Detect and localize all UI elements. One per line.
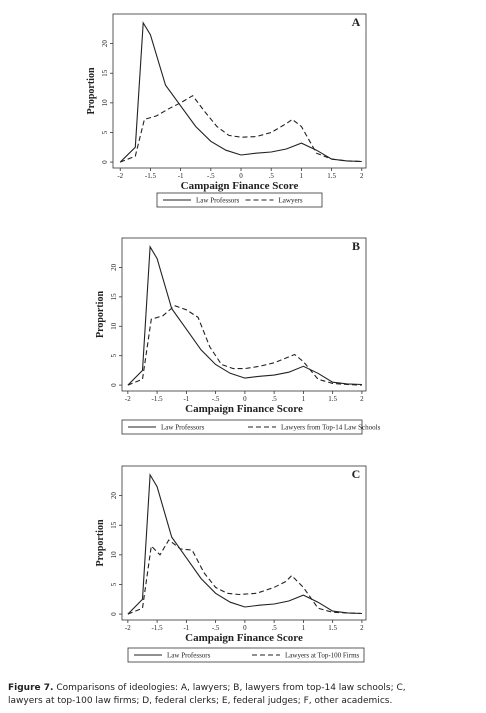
y-tick-label: 5 [110,582,118,586]
plot-frame [121,465,367,621]
y-tick-label: 10 [101,99,109,107]
x-tick-label: 2 [360,624,364,632]
y-tick-label: 20 [101,40,109,48]
x-tick-label: -.5 [207,172,215,180]
x-tick-label: .5 [272,624,278,632]
y-tick-label: 15 [110,521,118,529]
x-tick-label: 2 [360,395,364,403]
x-axis-label: Campaign Finance Score [185,403,303,415]
legend-label: Lawyers [279,197,303,205]
x-tick-label: -1 [183,395,189,403]
x-tick-label: 0 [243,624,247,632]
caption-label: Figure 7. [8,683,54,693]
series-line [127,244,362,386]
x-axis-label: Campaign Finance Score [181,180,299,192]
y-tick-label: 10 [110,322,118,330]
panel-label: A [352,15,361,29]
legend-label: Law Professors [167,652,211,660]
x-tick-label: 1 [300,172,304,180]
plot-frame [121,237,367,392]
x-tick-label: -1 [178,172,184,180]
series-line [127,305,362,386]
series-line [119,21,362,163]
x-tick-label: -.5 [212,395,220,403]
series-line [119,94,362,163]
x-tick-label: .5 [272,395,278,403]
y-tick-label: 0 [101,160,109,164]
y-axis-label: Proportion [95,519,106,566]
x-tick-label: -2 [125,395,131,403]
y-axis-label: Proportion [95,291,106,338]
y-tick-label: 20 [110,492,118,500]
y-tick-label: 10 [110,551,118,559]
y-axis-label: Proportion [86,67,97,114]
x-tick-label: 1 [302,395,306,403]
x-tick-label: -1.5 [145,172,157,180]
legend-box [156,192,323,208]
x-tick-label: -2 [117,172,123,180]
caption-text: Comparisons of ideologies: A, lawyers; B… [8,683,406,706]
x-tick-label: 1.5 [327,172,336,180]
legend-label: Law Professors [196,197,240,205]
legend-box [121,419,363,435]
panel-label: C [352,467,361,481]
y-tick-label: 15 [110,293,118,301]
x-axis-label: Campaign Finance Score [185,632,303,644]
plot-frame [112,13,367,169]
y-tick-label: 0 [110,383,118,387]
x-tick-label: 0 [239,172,243,180]
legend-label: Law Professors [161,424,205,432]
x-tick-label: 1.5 [328,624,337,632]
y-tick-label: 5 [110,353,118,357]
series-line [127,473,362,615]
y-tick-label: 15 [101,69,109,77]
x-tick-label: 1 [302,624,306,632]
y-tick-label: 5 [101,130,109,134]
x-tick-label: .5 [269,172,275,180]
y-tick-label: 0 [110,612,118,616]
x-tick-label: -1.5 [152,624,164,632]
panel-label: B [352,239,360,253]
x-tick-label: -2 [125,624,131,632]
x-tick-label: -.5 [212,624,220,632]
x-tick-label: 0 [243,395,247,403]
x-tick-label: 1.5 [328,395,337,403]
y-tick-label: 20 [110,263,118,271]
x-tick-label: -1 [183,624,189,632]
legend-box [127,647,365,663]
caption: Figure 7. Comparisons of ideologies: A, … [8,682,428,708]
figure: A-2 -1.5 -1 -.5 0.5 1 1.5 205101520ProportionCa… [86,13,381,663]
legend-label: Lawyers at Top-100 Firms [285,652,360,660]
x-tick-label: -1.5 [152,395,164,403]
legend-label: Lawyers from Top-14 Law Schools [281,424,381,432]
series-line [127,539,362,615]
x-tick-label: 2 [360,172,364,180]
